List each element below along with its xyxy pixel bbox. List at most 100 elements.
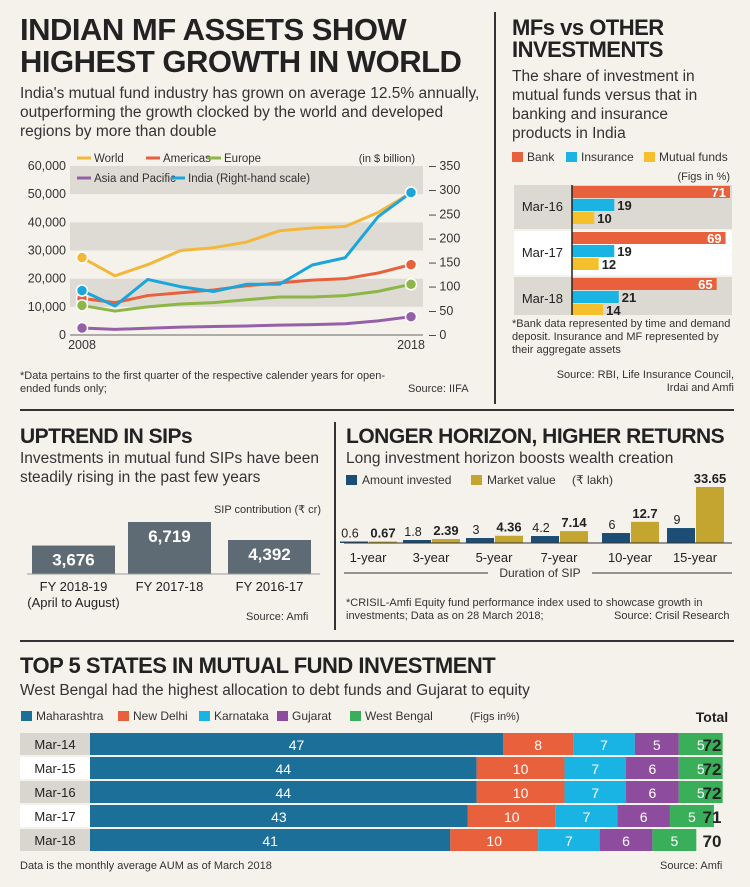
series-endpoint-india-right-hand-scale bbox=[404, 186, 418, 199]
bar-insurance bbox=[572, 245, 615, 257]
unit-note: (in $ billion) bbox=[359, 153, 415, 165]
legend-label-maharashtra: Maharashtra bbox=[36, 709, 104, 723]
series-endpoint-world bbox=[75, 251, 89, 264]
bar-insurance bbox=[572, 199, 615, 211]
bar-karnataka bbox=[573, 733, 635, 755]
panel3-subtitle: Investments in mutual fund SIPs have bee… bbox=[20, 450, 319, 486]
bar-market-value bbox=[560, 531, 588, 543]
legend-label-west-bengal: West Bengal bbox=[365, 709, 433, 723]
bar-value-label: 6 bbox=[648, 785, 656, 801]
vertical-divider-middle bbox=[334, 422, 336, 630]
category-label: 5-year bbox=[476, 550, 514, 565]
legend-swatch-mutual-funds bbox=[644, 152, 655, 162]
bar-value-label: 3 bbox=[473, 523, 480, 537]
bar-market-value bbox=[432, 539, 460, 543]
bar-west-bengal bbox=[678, 757, 723, 779]
panel2-title-line1: MFs vs OTHER bbox=[512, 15, 664, 40]
right-tick-label: – 200 bbox=[429, 231, 460, 245]
category-label: Mar-18 bbox=[34, 833, 75, 848]
bar-maharashtra bbox=[90, 781, 477, 803]
bar-value-label: 5 bbox=[697, 761, 705, 777]
bar-mutual-funds bbox=[572, 212, 595, 224]
right-tick-label: – 50 bbox=[429, 304, 453, 318]
bar-karnataka bbox=[555, 805, 618, 827]
total-header: Total bbox=[696, 709, 728, 725]
total-value: 71 bbox=[703, 808, 722, 827]
category-label: 1-year bbox=[350, 550, 388, 565]
bar-new-delhi bbox=[450, 829, 539, 851]
bar-value-label: 10 bbox=[486, 833, 502, 849]
bar-west-bengal bbox=[652, 829, 697, 851]
legend-label-world: World bbox=[94, 153, 124, 165]
unit-note: (₹ lakh) bbox=[572, 473, 613, 487]
right-tick-label: – 350 bbox=[429, 159, 460, 173]
bar-value-label: 19 bbox=[617, 198, 631, 213]
bar-value-label: 0.6 bbox=[341, 527, 358, 541]
bar-karnataka bbox=[564, 757, 627, 779]
bar-value-label: 47 bbox=[289, 737, 305, 753]
legend-swatch-bank bbox=[512, 152, 523, 162]
panel5-source: Source: Amfi bbox=[660, 860, 723, 872]
bar-value-label: 5 bbox=[670, 833, 678, 849]
panel5-footnote: Data is the monthly average AUM as of Ma… bbox=[20, 860, 272, 872]
series-line-asia-and-pacific bbox=[81, 315, 412, 331]
bar bbox=[128, 522, 211, 574]
xlabel-bg bbox=[488, 566, 592, 580]
bar-gujarat bbox=[626, 757, 679, 779]
bar-value-label: 21 bbox=[622, 290, 636, 305]
gridband bbox=[70, 166, 423, 195]
bar-value-label: 7.14 bbox=[561, 515, 587, 530]
bar-value-label: 12 bbox=[602, 257, 616, 272]
bar-gujarat bbox=[617, 805, 670, 827]
category-label: Mar-15 bbox=[34, 761, 75, 776]
panel2-title: MFs vs OTHER INVESTMENTS bbox=[512, 15, 664, 62]
panel5-title: TOP 5 STATES IN MUTUAL FUND INVESTMENT bbox=[20, 653, 496, 678]
category-label: Mar-18 bbox=[522, 291, 563, 306]
bar-bank bbox=[572, 186, 730, 198]
category-label: FY 2016-17 bbox=[236, 579, 304, 594]
bar-value-label: 10 bbox=[513, 761, 529, 777]
bar-value-label: 4.2 bbox=[532, 521, 549, 535]
bar-west-bengal bbox=[669, 805, 714, 827]
legend-swatch-maharashtra bbox=[21, 711, 32, 721]
right-tick-label: – 150 bbox=[429, 256, 460, 270]
left-tick-label: 40,000 bbox=[28, 215, 66, 229]
legend-swatch-market-value bbox=[471, 475, 482, 485]
right-tick-label: – 250 bbox=[429, 207, 460, 221]
legend-label-europe: Europe bbox=[224, 153, 261, 165]
legend-label-india-right-hand-scale: India (Right-hand scale) bbox=[188, 173, 310, 185]
bar-karnataka bbox=[538, 829, 600, 851]
x-tick-label: 2008 bbox=[68, 338, 96, 352]
mf-vs-other-bar-chart: Bank Insurance Mutual funds (Figs in %) Mar-… bbox=[512, 150, 732, 315]
bar-value-label: 9 bbox=[674, 513, 681, 527]
legend-label-mutual-funds: Mutual funds bbox=[659, 150, 728, 164]
category-label: FY 2018-19 bbox=[40, 579, 108, 594]
horizontal-divider-1 bbox=[20, 409, 734, 411]
panel4-footnote: *CRISIL-Amfi Equity fund performance ind… bbox=[346, 597, 703, 622]
legend-label-new-delhi: New Delhi bbox=[133, 709, 188, 723]
bar-new-delhi bbox=[476, 757, 565, 779]
legend-swatch-new-delhi bbox=[118, 711, 129, 721]
bar-value-label: 6 bbox=[648, 761, 656, 777]
category-label: 3-year bbox=[413, 550, 451, 565]
right-tick-label: – 0 bbox=[429, 328, 446, 342]
bar-value-label: 19 bbox=[617, 244, 631, 259]
bar-value-label: 33.65 bbox=[694, 471, 727, 486]
bar-maharashtra bbox=[90, 733, 503, 755]
bar-value-label: 10 bbox=[504, 809, 520, 825]
bar-value-label: 65 bbox=[698, 277, 712, 292]
category-label: 7-year bbox=[541, 550, 579, 565]
sip-contribution-bar-chart: SIP contribution (₹ cr) 3,676 FY 2018-19(A… bbox=[27, 504, 321, 610]
world-mf-assets-line-chart: 0 10,000 20,000 30,000 40,000 50,000 60,000 – 0… bbox=[28, 153, 461, 352]
bar bbox=[32, 545, 115, 574]
series-line-europe bbox=[81, 282, 412, 313]
bar-value-label: 5 bbox=[697, 785, 705, 801]
left-tick-label: 50,000 bbox=[28, 187, 66, 201]
legend-label-americas: Americas bbox=[163, 153, 211, 165]
right-tick-label: – 300 bbox=[429, 183, 460, 197]
left-tick-label: 10,000 bbox=[28, 300, 66, 314]
bar-market-value bbox=[495, 535, 523, 543]
x-tick-label: 2018 bbox=[397, 338, 425, 352]
bar-new-delhi bbox=[476, 781, 565, 803]
bar-market-value bbox=[696, 487, 724, 543]
